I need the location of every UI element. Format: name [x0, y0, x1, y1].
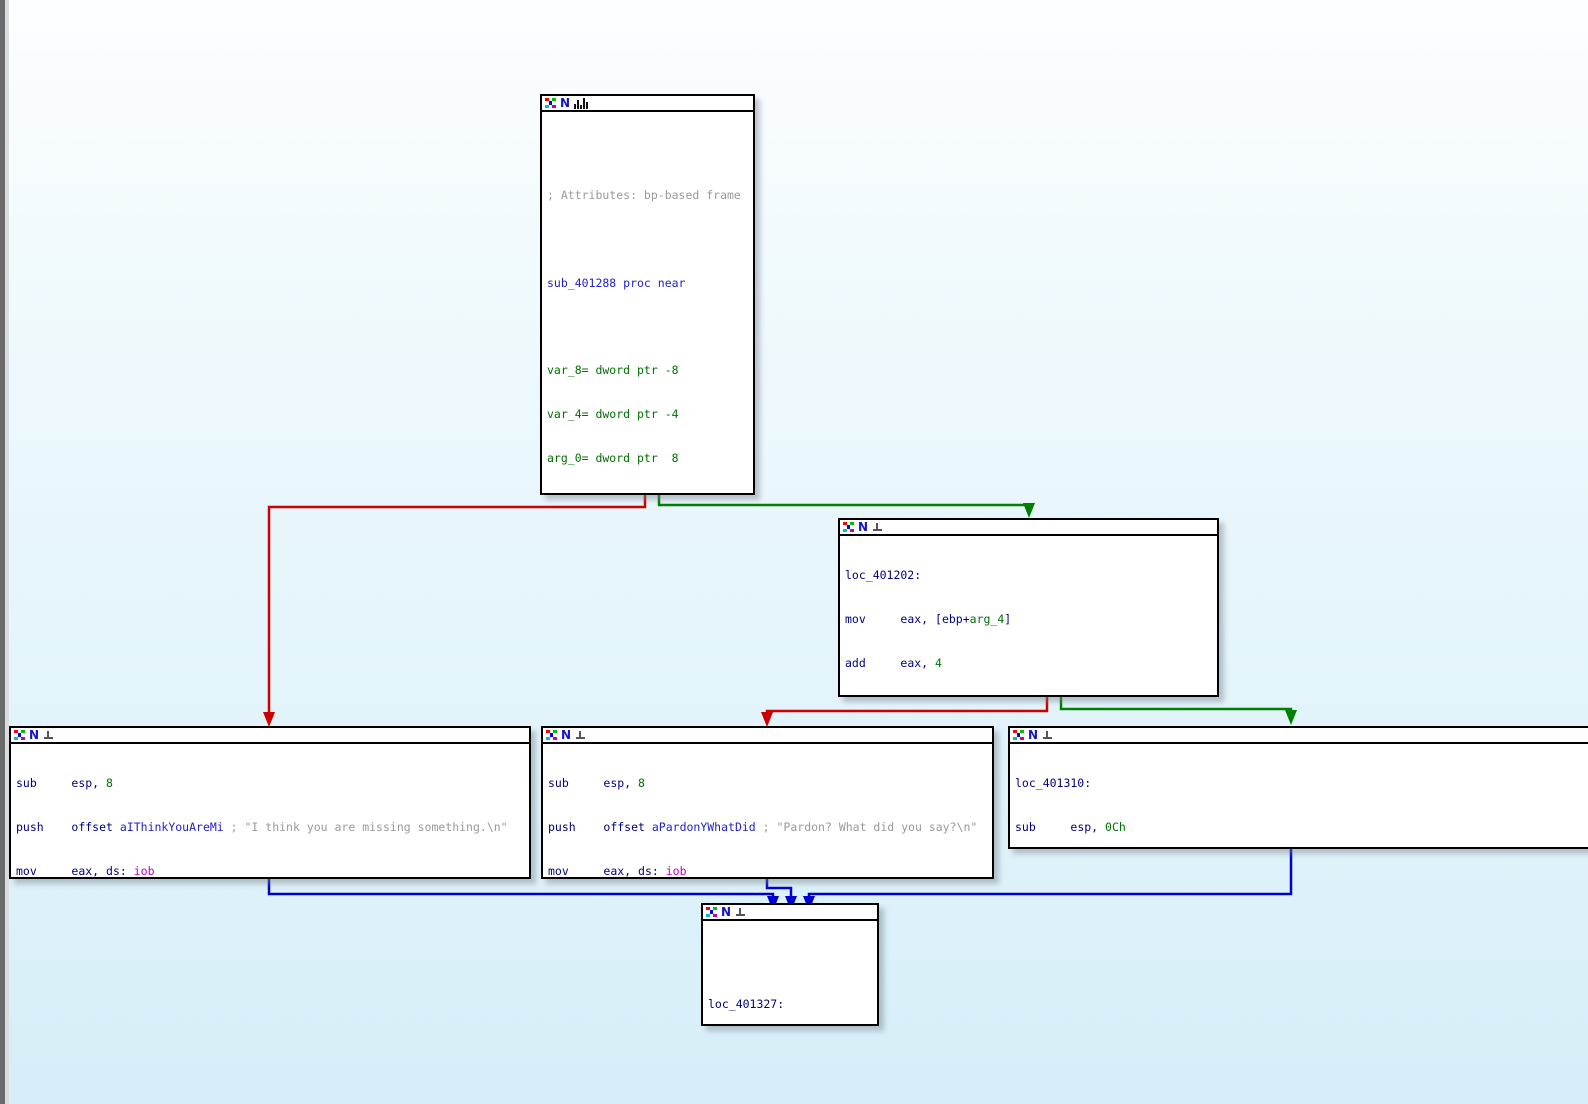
node-code[interactable]: loc_401202: mov eax, [ebp+arg_4] add eax… [840, 536, 1217, 695]
var-def: arg_4= dword ptr 0Ch [547, 494, 692, 495]
loc_401202-strcmp-block[interactable]: N loc_401202: mov eax, [ebp+arg_4] add e… [838, 518, 1219, 697]
palette-icon [706, 907, 717, 917]
instruction: sub esp, 8 [16, 776, 113, 791]
asm-line: arg_0= dword ptr 8 [542, 451, 753, 466]
node-titlebar[interactable]: N [543, 728, 992, 744]
asm-line: sub esp, 8 [543, 776, 992, 791]
instruction-push-string[interactable]: push offset aPardonYWhatDid ; "Pardon? W… [548, 819, 978, 834]
histogram-icon [574, 97, 589, 109]
asm-line: add eax, 4 [840, 656, 1217, 671]
instruction: sub esp, 8 [548, 776, 645, 791]
palette-icon [843, 522, 854, 532]
letter-n-icon: N [721, 905, 732, 919]
sub_401288-entry-block[interactable]: N ; Attributes: bp-based frame sub_40128… [540, 94, 755, 495]
asm-line: push offset aIThinkYouAreMi ; "I think y… [11, 820, 529, 835]
down-arrow-icon [43, 730, 54, 741]
code-label: loc_401202: [845, 568, 922, 583]
asm-line: sub_401288 proc near [542, 276, 753, 291]
node-code[interactable]: ; Attributes: bp-based frame sub_401288 … [542, 112, 753, 495]
palette-icon [1013, 730, 1024, 740]
instruction-data-ref[interactable]: mov eax, ds:_iob [548, 863, 687, 878]
edge-loc401202-false-to-pardon [761, 697, 1049, 727]
node-titlebar[interactable]: N [1010, 728, 1588, 744]
node-titlebar[interactable]: N [542, 96, 753, 112]
node-titlebar[interactable]: N [11, 728, 529, 744]
node-titlebar[interactable]: N [703, 905, 877, 921]
letter-n-icon: N [29, 728, 40, 742]
down-arrow-icon [872, 522, 883, 533]
letter-n-icon: N [560, 96, 571, 110]
node-titlebar[interactable]: N [840, 520, 1217, 536]
asm-line: loc_401327: [703, 997, 877, 1012]
asm-line: ; Attributes: bp-based frame [542, 188, 753, 203]
down-arrow-icon [735, 907, 746, 918]
pardon-what-block[interactable]: N sub esp, 8 push offset aPardonYWhatDid… [541, 726, 994, 879]
edge-entry-false-to-missing [263, 495, 647, 727]
comment: ; Attributes: bp-based frame [547, 187, 741, 202]
letter-n-icon: N [858, 520, 869, 534]
missing-something-block[interactable]: N sub esp, 8 push offset aIThinkYouAreMi… [9, 726, 531, 879]
node-code[interactable]: loc_401327: mov eax, [ebp+var_4] leave r… [703, 921, 877, 1024]
palette-icon [545, 98, 556, 108]
code-label: loc_401310: [1015, 776, 1092, 791]
node-code[interactable]: loc_401310: sub esp, 0Ch push offset aYo… [1010, 744, 1588, 847]
instruction: add eax, 4 [845, 655, 942, 670]
asm-line: mov eax, ds:_iob [11, 863, 529, 878]
asm-line: loc_401310: [1010, 776, 1588, 791]
asm-line: var_4= dword ptr -4 [542, 407, 753, 422]
node-code[interactable]: sub esp, 8 push offset aPardonYWhatDid ;… [543, 744, 992, 878]
window-left-edge-inner [5, 0, 9, 1104]
asm-line: mov eax, ds:_iob [543, 863, 992, 878]
var-def: arg_0= dword ptr 8 [547, 450, 679, 465]
asm-line: push offset aPardonYWhatDid ; "Pardon? W… [543, 820, 992, 835]
instruction-data-ref[interactable]: mov eax, ds:_iob [16, 863, 155, 878]
asm-line: sub esp, 8 [11, 776, 529, 791]
edge-loc401202-true-to-loc401310 [1059, 697, 1297, 725]
palette-icon [14, 730, 25, 740]
instruction-push-string[interactable]: push offset aIThinkYouAreMi ; "I think y… [16, 819, 508, 834]
code-label: loc_401327: [708, 996, 785, 1011]
var-def: var_4= dword ptr -4 [547, 406, 679, 421]
var-def: var_8= dword ptr -8 [547, 363, 679, 378]
window-left-edge [0, 0, 5, 1104]
asm-line: arg_4= dword ptr 0Ch [542, 494, 753, 495]
instruction: mov eax, [ebp+arg_4] [845, 611, 1012, 626]
node-code[interactable]: sub esp, 8 push offset aIThinkYouAreMi ;… [11, 744, 529, 878]
asm-line: mov eax, [ebp+arg_4] [840, 612, 1217, 627]
asm-line: sub esp, 0Ch [1010, 820, 1588, 835]
instruction: sub esp, 0Ch [1015, 819, 1126, 834]
down-arrow-icon [575, 730, 586, 741]
loc_401310-success-block[interactable]: N loc_401310: sub esp, 0Ch push offset a… [1008, 726, 1588, 849]
letter-n-icon: N [561, 728, 572, 742]
loc_401327-exit-block[interactable]: N loc_401327: mov eax, [ebp+var_4] leave… [701, 903, 879, 1026]
letter-n-icon: N [1028, 728, 1039, 742]
asm-line: loc_401202: [840, 568, 1217, 583]
proc-header: sub_401288 proc near [547, 275, 686, 290]
palette-icon [546, 730, 557, 740]
asm-line: var_8= dword ptr -8 [542, 363, 753, 378]
edge-entry-true-to-loc401202 [657, 495, 1035, 518]
down-arrow-icon [1042, 730, 1053, 741]
